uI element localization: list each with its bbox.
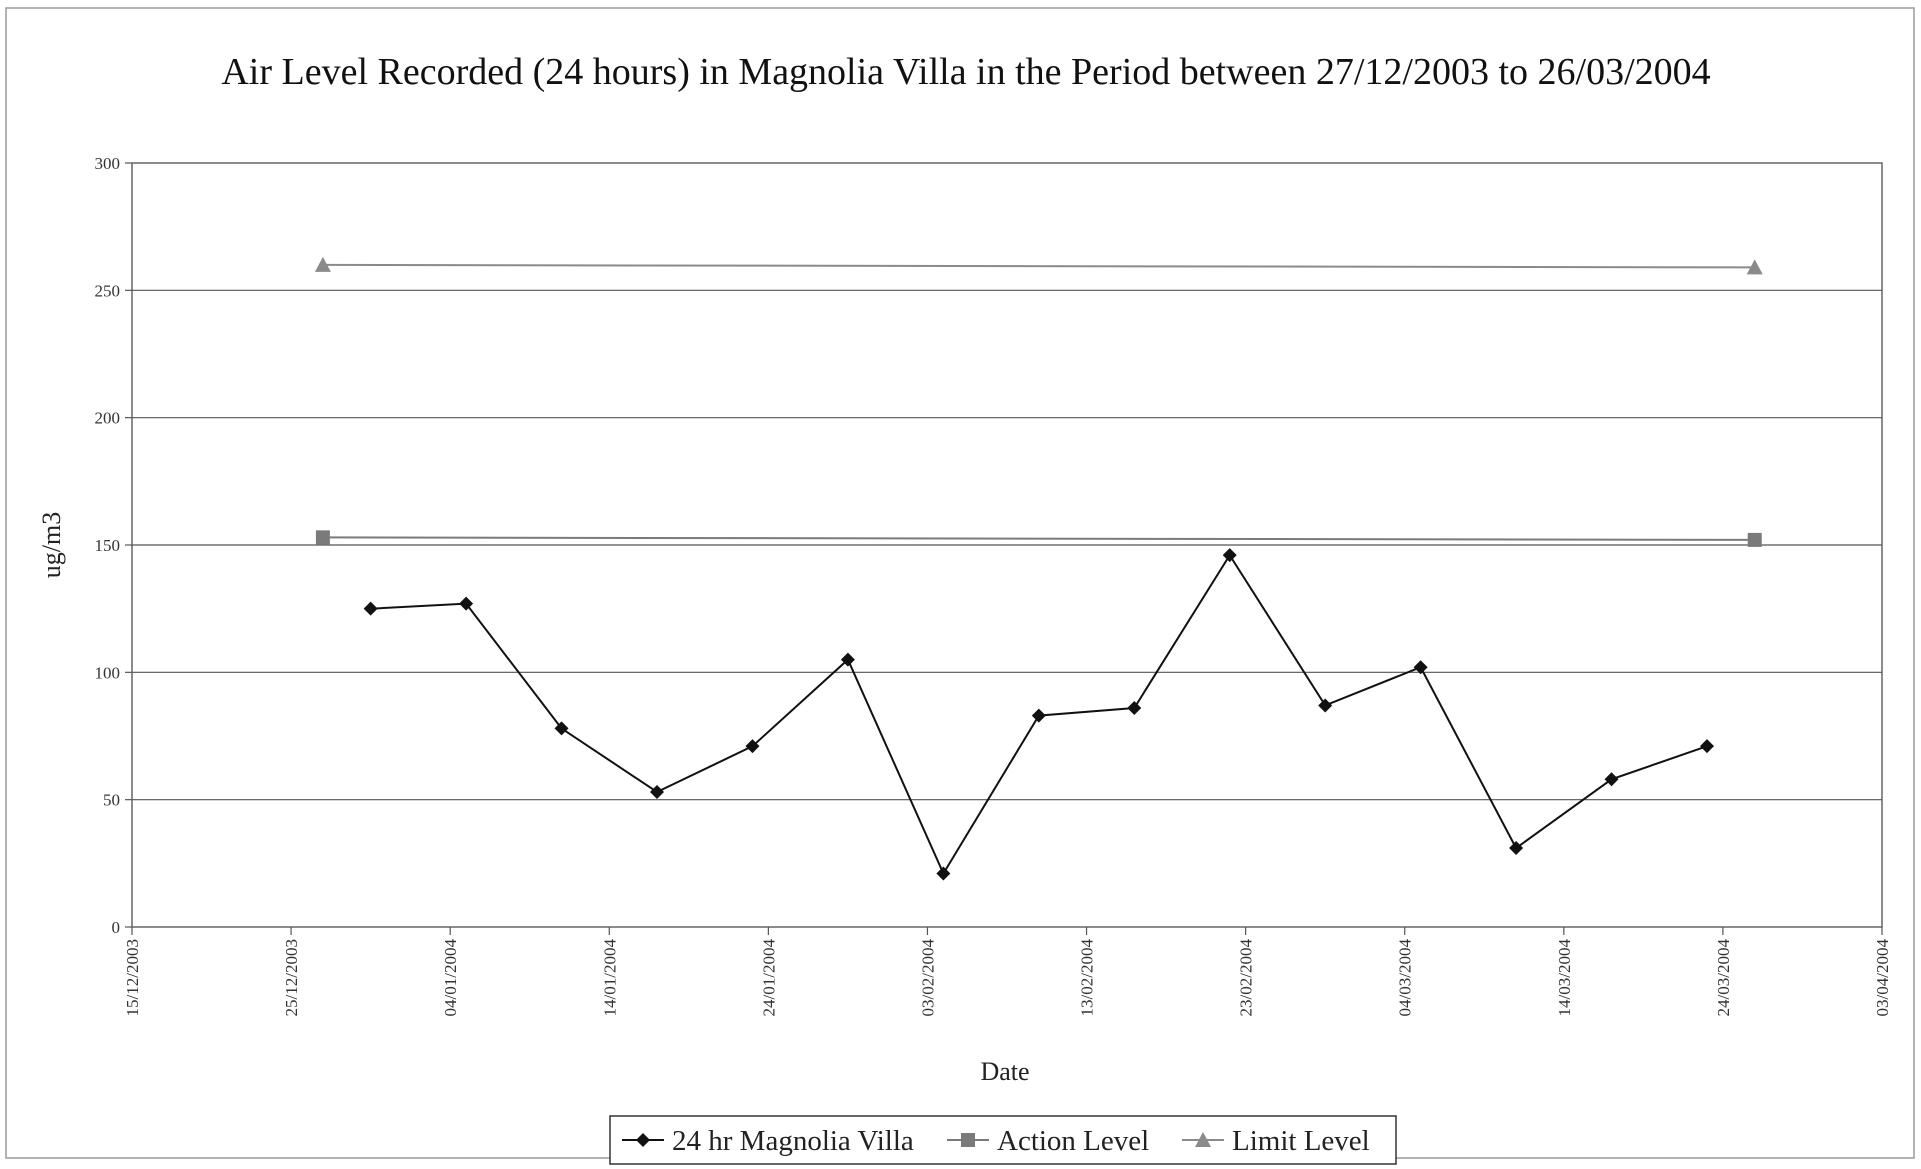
y-tick-label: 200 [95, 409, 121, 428]
x-tick-label: 23/02/2004 [1237, 939, 1256, 1017]
series-line [322, 263, 1755, 269]
x-tick-label: 14/01/2004 [600, 939, 619, 1017]
x-tick-label: 04/01/2004 [441, 939, 460, 1017]
gridlines [132, 289, 1882, 801]
y-axis-ticks: 0 50 100 150 200 250 300 [95, 154, 132, 937]
data-point [636, 1133, 650, 1147]
legend-item: 24 hr Magnolia Villa [622, 1125, 914, 1157]
y-tick-label: 50 [103, 791, 120, 810]
data-point [650, 785, 664, 800]
x-tick-label: 24/01/2004 [759, 939, 778, 1017]
x-axis-ticks: 15/12/2003 25/12/2003 04/01/2004 14/01/2004… [123, 927, 1892, 1016]
x-tick-label: 14/03/2004 [1555, 939, 1574, 1017]
x-tick-label: 03/02/2004 [918, 939, 937, 1017]
data-point [745, 739, 760, 754]
legend-item: Limit Level [1182, 1125, 1370, 1157]
data-point [1509, 841, 1524, 856]
x-tick-label: 25/12/2003 [282, 939, 301, 1016]
series [315, 530, 1762, 547]
data-point [1127, 700, 1142, 715]
y-tick-label: 100 [95, 663, 121, 682]
x-tick-label: 15/12/2003 [123, 939, 142, 1016]
x-tick-label: 04/03/2004 [1396, 939, 1415, 1017]
data-point [961, 1133, 975, 1147]
legend-item: Action Level [947, 1125, 1149, 1157]
chart-border [5, 7, 1915, 1159]
legend-label: Limit Level [1232, 1125, 1370, 1157]
data-point [363, 601, 378, 616]
y-tick-label: 300 [95, 154, 121, 173]
data-point [315, 530, 330, 545]
series-layer [314, 256, 1763, 881]
data-point [1700, 739, 1714, 754]
x-tick-label: 03/04/2004 [1873, 939, 1892, 1017]
series-line [322, 536, 1755, 541]
x-tick-label: 24/03/2004 [1714, 939, 1733, 1017]
data-point [840, 652, 855, 667]
chart-title: Air Level Recorded (24 hours) in Magnoli… [221, 51, 1710, 93]
data-point [1031, 708, 1046, 723]
data-point [314, 256, 331, 272]
data-point [1746, 259, 1763, 275]
legend-label: 24 hr Magnolia Villa [672, 1125, 914, 1157]
data-point [1413, 660, 1428, 675]
data-point [1747, 532, 1762, 547]
data-point [1222, 548, 1237, 563]
series [363, 548, 1714, 881]
y-axis-label: ug/m3 [37, 512, 66, 578]
y-tick-label: 250 [95, 281, 121, 300]
series [314, 256, 1763, 275]
data-point [554, 721, 569, 736]
legend: 24 hr Magnolia Villa Action Level Limit Le… [609, 1115, 1397, 1165]
data-point [459, 596, 474, 611]
x-axis-label: Date [980, 1057, 1029, 1086]
legend-label: Action Level [997, 1125, 1149, 1157]
y-tick-label: 0 [112, 918, 121, 937]
data-point [1604, 772, 1619, 787]
y-tick-label: 150 [95, 536, 121, 555]
data-point [1318, 698, 1333, 713]
data-point [936, 866, 951, 881]
data-point [1195, 1132, 1211, 1147]
legend-box [609, 1115, 1397, 1165]
x-tick-label: 13/02/2004 [1078, 939, 1097, 1017]
